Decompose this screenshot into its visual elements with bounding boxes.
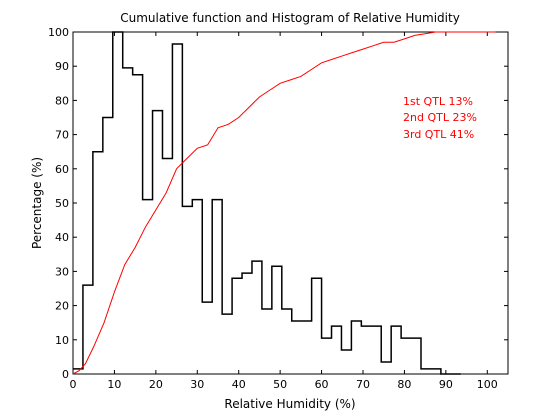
y-tick-label: 90 — [55, 60, 69, 73]
annotation-2nd-quartile: 2nd QTL 23% — [403, 111, 477, 124]
x-tick-label: 20 — [149, 378, 163, 391]
x-tick-label: 90 — [439, 378, 453, 391]
y-tick-label: 60 — [55, 163, 69, 176]
y-tick-label: 50 — [55, 197, 69, 210]
x-axis: 0 10 20 30 40 50 60 70 80 90 100 — [70, 32, 498, 391]
plot-area — [72, 31, 509, 375]
y-tick-label: 10 — [55, 334, 69, 347]
x-tick-label: 10 — [107, 378, 121, 391]
x-tick-label: 60 — [315, 378, 329, 391]
annotation-1st-quartile: 1st QTL 13% — [403, 95, 473, 108]
x-tick-label: 30 — [190, 378, 204, 391]
x-tick-label: 80 — [397, 378, 411, 391]
histogram-series — [73, 31, 461, 375]
y-tick-label: 20 — [55, 300, 69, 313]
chart-title: Cumulative function and Histogram of Rel… — [120, 11, 460, 25]
y-tick-label: 80 — [55, 94, 69, 107]
y-axis-label: Percentage (%) — [30, 157, 44, 249]
y-tick-label: 100 — [48, 26, 69, 39]
x-tick-label: 50 — [273, 378, 287, 391]
annotation-3rd-quartile: 3rd QTL 41% — [403, 128, 474, 141]
quartile-annotations: 1st QTL 13% 2nd QTL 23% 3rd QTL 41% — [403, 95, 477, 141]
y-tick-label: 0 — [62, 368, 69, 381]
y-tick-label: 70 — [55, 129, 69, 142]
x-tick-label: 100 — [477, 378, 498, 391]
y-tick-label: 30 — [55, 265, 69, 278]
x-tick-label: 70 — [356, 378, 370, 391]
cumulative-series — [72, 31, 496, 375]
x-axis-label: Relative Humidity (%) — [224, 397, 355, 411]
x-tick-label: 0 — [70, 378, 77, 391]
x-tick-label: 40 — [232, 378, 246, 391]
y-tick-label: 40 — [55, 231, 69, 244]
y-axis: 0 10 20 30 40 50 60 70 80 90 100 — [48, 26, 508, 381]
